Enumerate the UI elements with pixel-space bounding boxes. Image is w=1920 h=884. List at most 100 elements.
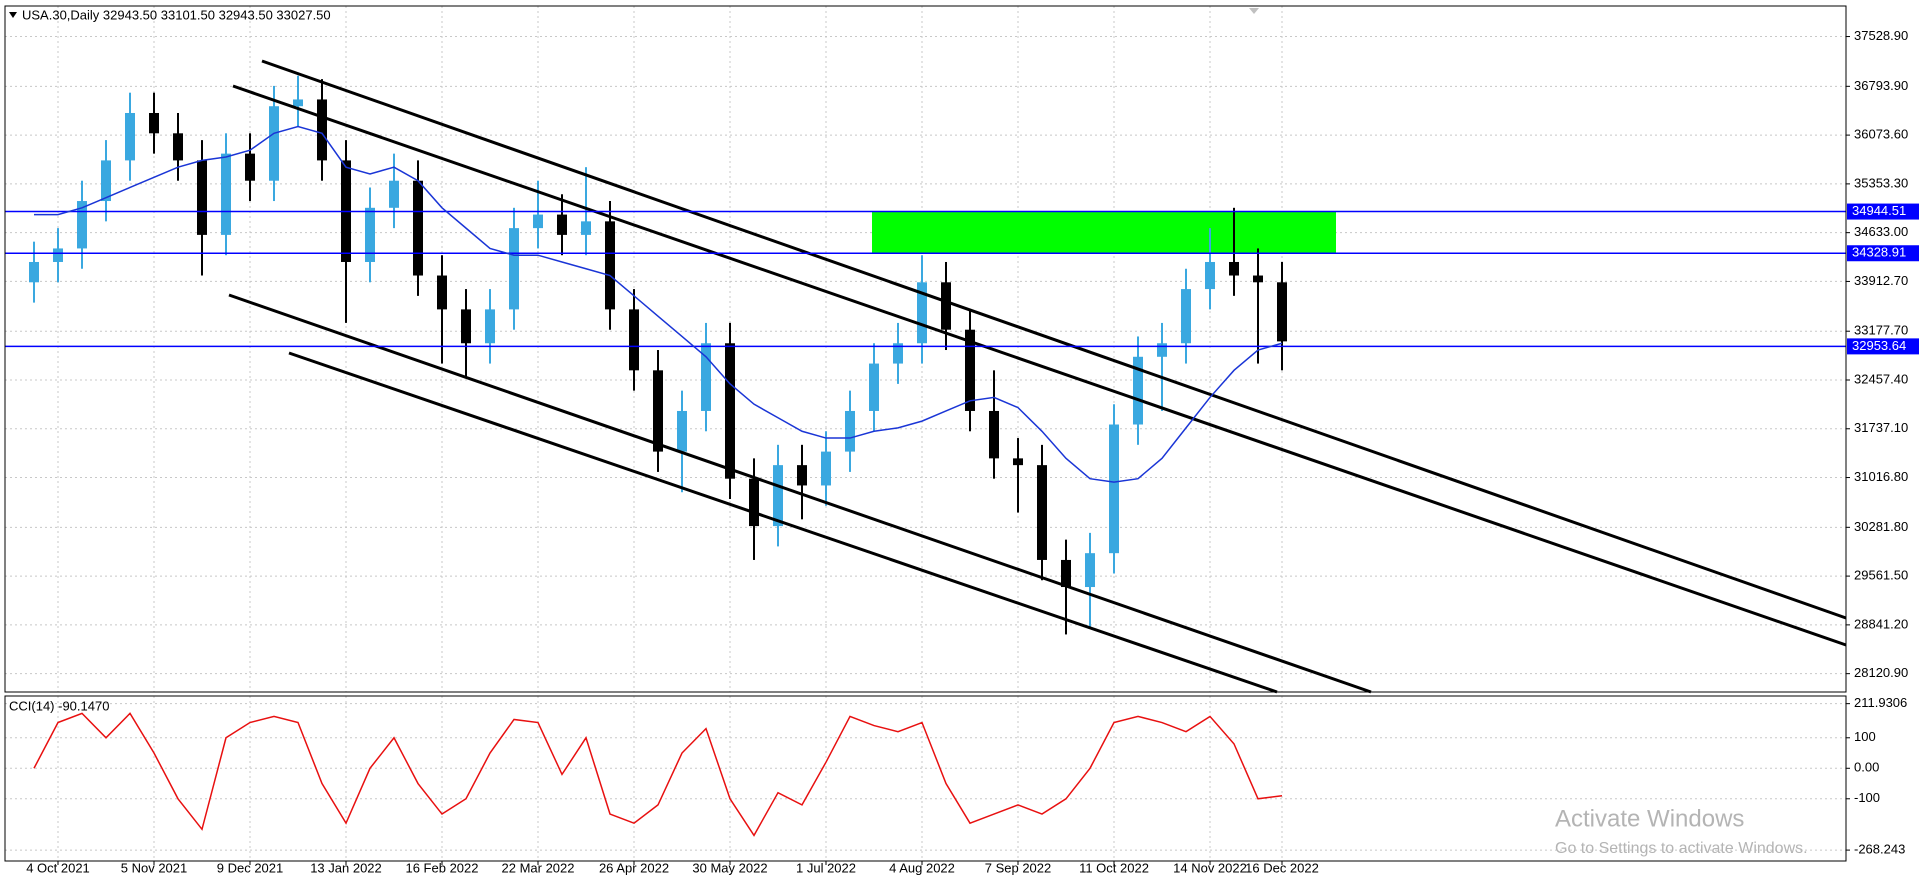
candle-body xyxy=(749,478,759,527)
cci-y-tick-label: 100 xyxy=(1854,729,1876,744)
candle-body xyxy=(437,275,447,310)
candle-body xyxy=(1229,261,1239,276)
y-tick-label: 33912.70 xyxy=(1854,273,1908,288)
x-tick-label: 14 Nov 2022 xyxy=(1173,860,1247,875)
x-tick-label: 5 Nov 2021 xyxy=(121,860,188,875)
price-label: 32953.64 xyxy=(1852,338,1906,353)
y-tick-label: 35353.30 xyxy=(1854,175,1908,190)
y-tick-label: 36073.60 xyxy=(1854,127,1908,142)
candle-body xyxy=(29,261,39,283)
candle-body xyxy=(1061,559,1071,588)
x-tick-label: 16 Dec 2022 xyxy=(1245,860,1319,875)
y-tick-label: 28120.90 xyxy=(1854,665,1908,680)
x-tick-label: 16 Feb 2022 xyxy=(405,860,478,875)
candle-body xyxy=(461,309,471,344)
candle-body xyxy=(725,343,735,479)
candle-body xyxy=(77,201,87,249)
y-tick-label: 37528.90 xyxy=(1854,28,1908,43)
candle-body xyxy=(101,160,111,202)
watermark-title: Activate Windows xyxy=(1555,805,1744,832)
candle-body xyxy=(1253,275,1263,283)
candle-body xyxy=(893,343,903,364)
candle-body xyxy=(365,207,375,262)
x-tick-label: 7 Sep 2022 xyxy=(985,860,1052,875)
candle-body xyxy=(245,153,255,181)
x-tick-label: 26 Apr 2022 xyxy=(599,860,669,875)
candle-body xyxy=(125,112,135,161)
x-tick-label: 1 Jul 2022 xyxy=(796,860,856,875)
candle-body xyxy=(1109,424,1119,554)
x-tick-label: 4 Oct 2021 xyxy=(26,860,90,875)
candle-body xyxy=(197,160,207,235)
trend-line xyxy=(232,84,1847,647)
y-tick-label: 32457.40 xyxy=(1854,371,1908,386)
x-tick-label: 22 Mar 2022 xyxy=(502,860,575,875)
y-tick-label: 31737.10 xyxy=(1854,420,1908,435)
candle-body xyxy=(1157,343,1167,357)
candle-body xyxy=(845,410,855,452)
price-label: 34944.51 xyxy=(1852,203,1906,218)
candle-body xyxy=(557,214,567,235)
cci-frame xyxy=(4,695,1847,862)
shift-marker xyxy=(1249,8,1259,14)
marks-layer xyxy=(29,75,1287,635)
candle-body xyxy=(1037,465,1047,560)
moving-average xyxy=(34,125,1283,483)
candle-body xyxy=(389,180,399,208)
chart-title: USA.30,Daily 32943.50 33101.50 32943.50 … xyxy=(22,7,331,22)
candle-body xyxy=(1133,356,1143,425)
candle-body xyxy=(941,282,951,330)
candle-body xyxy=(317,99,327,161)
candle-body xyxy=(1181,289,1191,344)
x-tick-label: 30 May 2022 xyxy=(692,860,767,875)
candle-body xyxy=(413,180,423,276)
trend-line xyxy=(261,59,1847,620)
price-label-box xyxy=(1847,338,1919,355)
x-tick-label: 13 Jan 2022 xyxy=(310,860,382,875)
candle-body xyxy=(653,370,663,452)
y-tick-label: 33177.70 xyxy=(1854,323,1908,338)
trend-lines xyxy=(228,59,1847,694)
zone xyxy=(872,211,1336,254)
candle-body xyxy=(149,112,159,134)
candle-body xyxy=(773,465,783,527)
overlay-layer: 34944.51 34328.91 32953.64 xyxy=(5,125,1919,837)
y-tick-label: 31016.80 xyxy=(1854,469,1908,484)
candle-body xyxy=(533,214,543,229)
candle-body xyxy=(581,221,591,235)
candle-body xyxy=(869,363,879,411)
cci-y-tick-label: -268.243 xyxy=(1854,842,1905,857)
candle-body xyxy=(797,465,807,486)
candle-body xyxy=(965,329,975,411)
grid-layer: 37528.90 36793.90 36073.60 35353.30 34633.00… xyxy=(5,6,1908,875)
y-tick-label: 29561.50 xyxy=(1854,568,1908,583)
candle-body xyxy=(677,410,687,452)
cci-label: CCI(14) -90.1470 xyxy=(9,698,109,713)
candle-body xyxy=(173,133,183,161)
candle-body xyxy=(1277,282,1287,342)
candle-body xyxy=(917,282,927,344)
cci-y-tick-label: -100 xyxy=(1854,790,1880,805)
x-tick-label: 11 Oct 2022 xyxy=(1079,860,1149,875)
watermark-subtitle: Go to Settings to activate Windows. xyxy=(1555,840,1808,857)
candle-body xyxy=(53,248,63,262)
cci-y-tick-label: 211.9306 xyxy=(1854,695,1907,710)
x-tick-label: 9 Dec 2021 xyxy=(217,860,284,875)
candle-body xyxy=(269,106,279,181)
y-tick-label: 34633.00 xyxy=(1854,224,1908,239)
candle-body xyxy=(989,410,999,459)
collapse-icon[interactable] xyxy=(9,12,17,18)
candle-body xyxy=(821,451,831,486)
price-label-box xyxy=(1847,245,1919,262)
trend-line xyxy=(228,293,1372,694)
trend-line xyxy=(288,351,1278,694)
y-tick-label: 28841.20 xyxy=(1854,616,1908,631)
candle-body xyxy=(701,343,711,411)
candle-body xyxy=(1205,261,1215,290)
candle-body xyxy=(485,309,495,344)
price-label: 34328.91 xyxy=(1852,245,1906,260)
main-frame xyxy=(4,5,1847,693)
